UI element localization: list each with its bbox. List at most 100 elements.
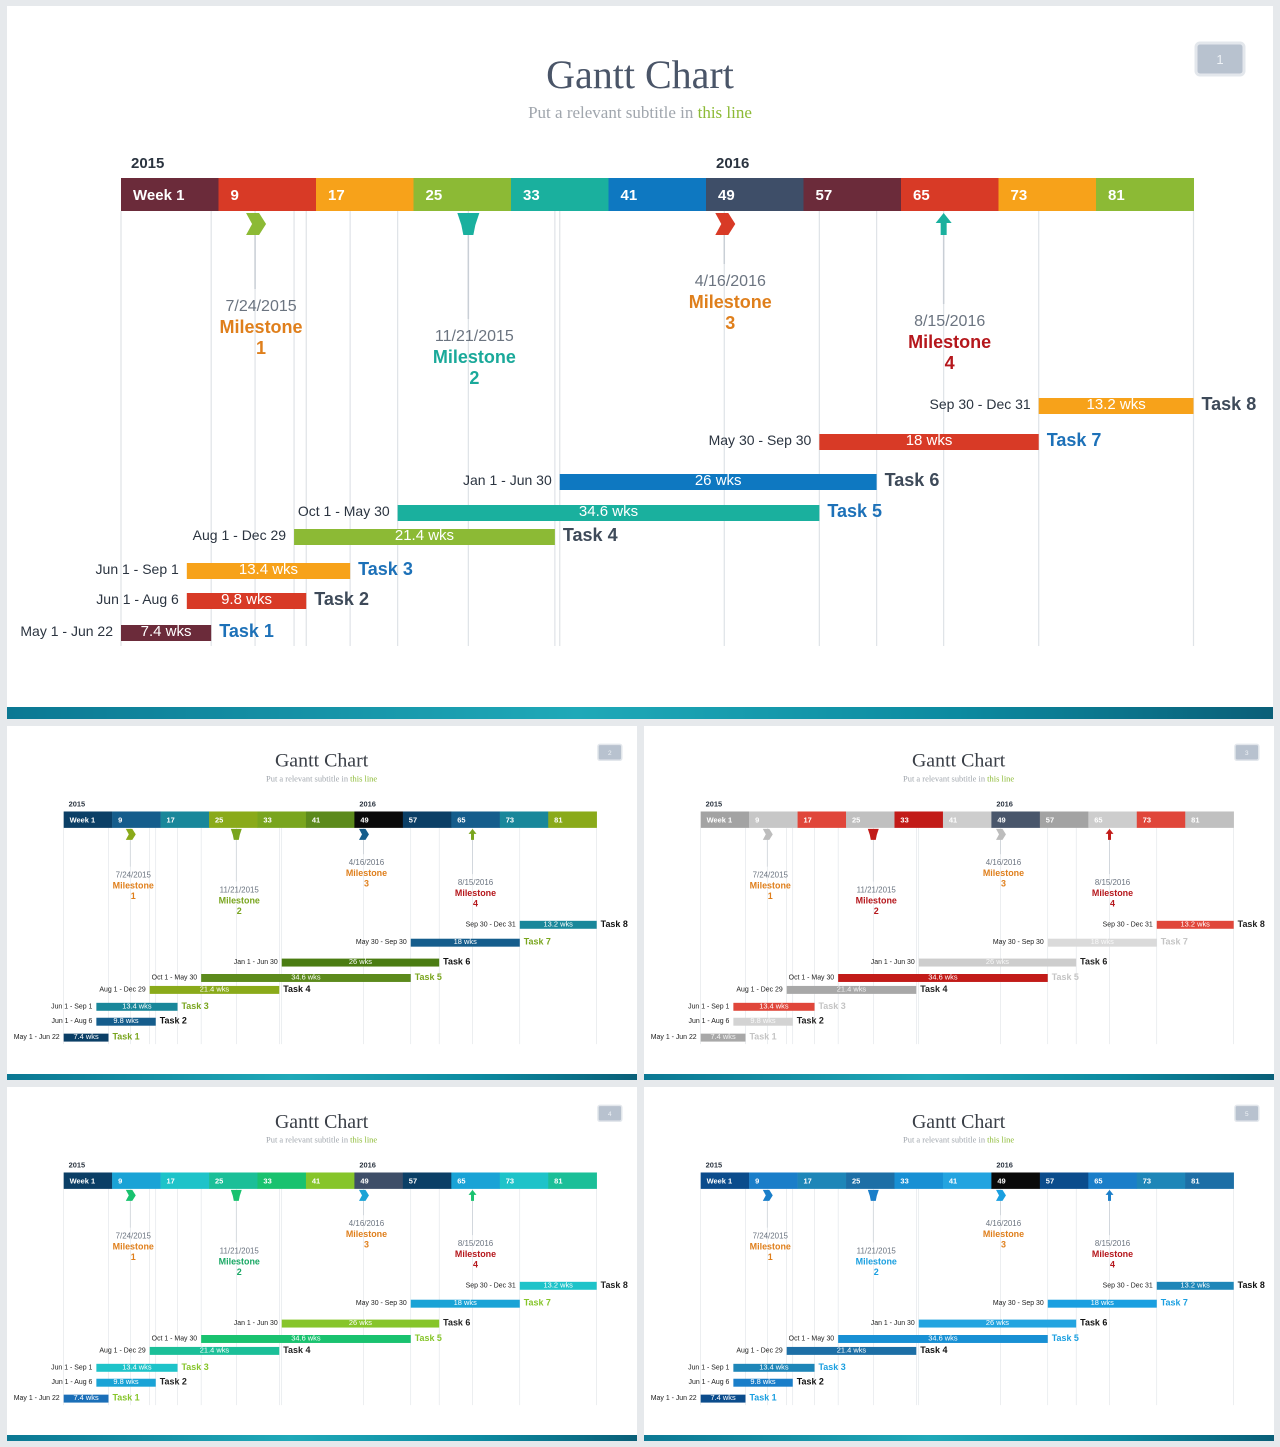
task-bar[interactable] [63,1394,109,1403]
task-row-8[interactable]: 13.2 wks Sep 30 - Dec 31 Task 8 [466,919,628,929]
task-bar[interactable] [186,563,351,579]
task-bar[interactable] [519,920,597,929]
task-row-2[interactable]: 9.8 wks Jun 1 - Aug 6 Task 2 [52,1377,187,1387]
week-header-cell [218,178,317,211]
task-row-3[interactable]: 13.4 wks Jun 1 - Sep 1 Task 3 [688,1362,846,1372]
task-bar[interactable] [63,1033,109,1042]
task-row-6[interactable]: 26 wks Jan 1 - Jun 30 Task 6 [463,470,939,490]
task-bar[interactable] [1156,920,1234,929]
task-bar[interactable] [559,474,877,490]
task-row-5[interactable]: 34.6 wks Oct 1 - May 30 Task 5 [298,501,882,521]
slide-4[interactable]: Gantt Chart Put a relevant subtitle in th… [7,1087,637,1441]
task-bar[interactable] [700,1033,746,1042]
task-bar[interactable] [410,938,520,947]
task-row-4[interactable]: 21.4 wks Aug 1 - Dec 29 Task 4 [736,984,947,994]
task-bar[interactable] [918,958,1077,967]
task-row-7[interactable]: 18 wks May 30 - Sep 30 Task 7 [993,1298,1188,1308]
task-bar[interactable] [838,1335,1048,1343]
week-header-cell [846,811,895,828]
task-bar[interactable] [733,1017,793,1026]
task-row-5[interactable]: 34.6 wks Oct 1 - May 30 Task 5 [152,1333,442,1343]
task-bar[interactable] [96,1378,156,1387]
task-bar[interactable] [733,1002,815,1011]
task-bar[interactable] [201,1335,411,1343]
week-header-label: 17 [167,1176,175,1185]
task-row-1[interactable]: 7.4 wks May 1 - Jun 22 Task 1 [651,1393,777,1403]
task-bar[interactable] [410,1299,520,1308]
task-duration: 13.4 wks [122,1362,152,1371]
task-bar[interactable] [838,974,1048,982]
week-header-cell [257,1172,307,1189]
task-bar[interactable] [281,1319,440,1328]
task-row-3[interactable]: 13.4 wks Jun 1 - Sep 1 Task 3 [51,1362,209,1372]
task-bar[interactable] [281,958,440,967]
task-row-3[interactable]: 13.4 wks Jun 1 - Sep 1 Task 3 [51,1001,209,1011]
task-row-7[interactable]: 18 wks May 30 - Sep 30 Task 7 [993,937,1188,947]
task-row-8[interactable]: 13.2 wks Sep 30 - Dec 31 Task 8 [1103,1280,1265,1290]
task-bar[interactable] [819,434,1039,450]
task-row-6[interactable]: 26 wks Jan 1 - Jun 30 Task 6 [871,957,1108,967]
task-bar[interactable] [96,1363,178,1372]
week-header-label: Week 1 [70,1176,96,1185]
task-duration: 13.2 wks [544,919,574,928]
slide-2[interactable]: Gantt Chart Put a relevant subtitle in th… [7,726,637,1080]
milestone-date: 4/16/2016 [349,1219,385,1228]
task-bar[interactable] [918,1319,1077,1328]
task-duration: 13.2 wks [1181,919,1211,928]
task-bar[interactable] [294,529,555,545]
task-row-5[interactable]: 34.6 wks Oct 1 - May 30 Task 5 [789,972,1079,982]
task-bar[interactable] [186,593,307,609]
task-row-4[interactable]: 21.4 wks Aug 1 - Dec 29 Task 4 [99,984,310,994]
task-row-7[interactable]: 18 wks May 30 - Sep 30 Task 7 [709,430,1102,450]
slide-1[interactable]: Gantt Chart Put a relevant subtitle in th… [7,6,1273,719]
week-header-cell [305,811,355,828]
task-row-1[interactable]: 7.4 wks May 1 - Jun 22 Task 1 [14,1393,140,1403]
slide-5[interactable]: Gantt Chart Put a relevant subtitle in th… [644,1087,1274,1441]
task-bar[interactable] [96,1017,156,1026]
task-bar[interactable] [1047,1299,1157,1308]
task-bar[interactable] [397,505,820,521]
task-row-5[interactable]: 34.6 wks Oct 1 - May 30 Task 5 [152,972,442,982]
week-header-cell [402,1172,452,1189]
task-row-8[interactable]: 13.2 wks Sep 30 - Dec 31 Task 8 [1103,919,1265,929]
task-bar[interactable] [1047,938,1157,947]
task-bar[interactable] [96,1002,178,1011]
task-bar[interactable] [733,1378,793,1387]
task-row-3[interactable]: 13.4 wks Jun 1 - Sep 1 Task 3 [688,1001,846,1011]
task-bar[interactable] [1038,398,1194,414]
task-bar[interactable] [786,1346,917,1355]
task-row-4[interactable]: 21.4 wks Aug 1 - Dec 29 Task 4 [193,525,618,545]
task-row-6[interactable]: 26 wks Jan 1 - Jun 30 Task 6 [871,1318,1108,1328]
task-row-1[interactable]: 7.4 wks May 1 - Jun 22 Task 1 [651,1032,777,1042]
slide-3[interactable]: Gantt Chart Put a relevant subtitle in th… [644,726,1274,1080]
task-row-8[interactable]: 13.2 wks Sep 30 - Dec 31 Task 8 [930,394,1257,414]
task-row-5[interactable]: 34.6 wks Oct 1 - May 30 Task 5 [789,1333,1079,1343]
task-bar[interactable] [519,1281,597,1290]
task-bar[interactable] [700,1394,746,1403]
task-bar[interactable] [121,625,212,641]
milestone-date: 7/24/2015 [116,1232,152,1241]
task-row-7[interactable]: 18 wks May 30 - Sep 30 Task 7 [356,937,551,947]
task-row-8[interactable]: 13.2 wks Sep 30 - Dec 31 Task 8 [466,1280,628,1290]
week-header-cell [894,811,944,828]
task-row-2[interactable]: 9.8 wks Jun 1 - Aug 6 Task 2 [52,1016,187,1026]
task-bar[interactable] [149,985,280,994]
task-row-4[interactable]: 21.4 wks Aug 1 - Dec 29 Task 4 [736,1345,947,1355]
task-row-2[interactable]: 9.8 wks Jun 1 - Aug 6 Task 2 [96,589,369,609]
task-bar[interactable] [786,985,917,994]
task-row-4[interactable]: 21.4 wks Aug 1 - Dec 29 Task 4 [99,1345,310,1355]
task-row-1[interactable]: 7.4 wks May 1 - Jun 22 Task 1 [20,621,274,641]
task-row-1[interactable]: 7.4 wks May 1 - Jun 22 Task 1 [14,1032,140,1042]
task-row-6[interactable]: 26 wks Jan 1 - Jun 30 Task 6 [234,957,471,967]
task-row-7[interactable]: 18 wks May 30 - Sep 30 Task 7 [356,1298,551,1308]
task-bar[interactable] [201,974,411,982]
task-row-2[interactable]: 9.8 wks Jun 1 - Aug 6 Task 2 [689,1377,824,1387]
slide-title: Gantt Chart [912,1111,1006,1133]
task-row-6[interactable]: 26 wks Jan 1 - Jun 30 Task 6 [234,1318,471,1328]
task-bar[interactable] [1156,1281,1234,1290]
milestone-number: 1 [256,338,266,358]
task-bar[interactable] [733,1363,815,1372]
task-bar[interactable] [149,1346,280,1355]
task-row-2[interactable]: 9.8 wks Jun 1 - Aug 6 Task 2 [689,1016,824,1026]
task-row-3[interactable]: 13.4 wks Jun 1 - Sep 1 Task 3 [96,559,413,579]
